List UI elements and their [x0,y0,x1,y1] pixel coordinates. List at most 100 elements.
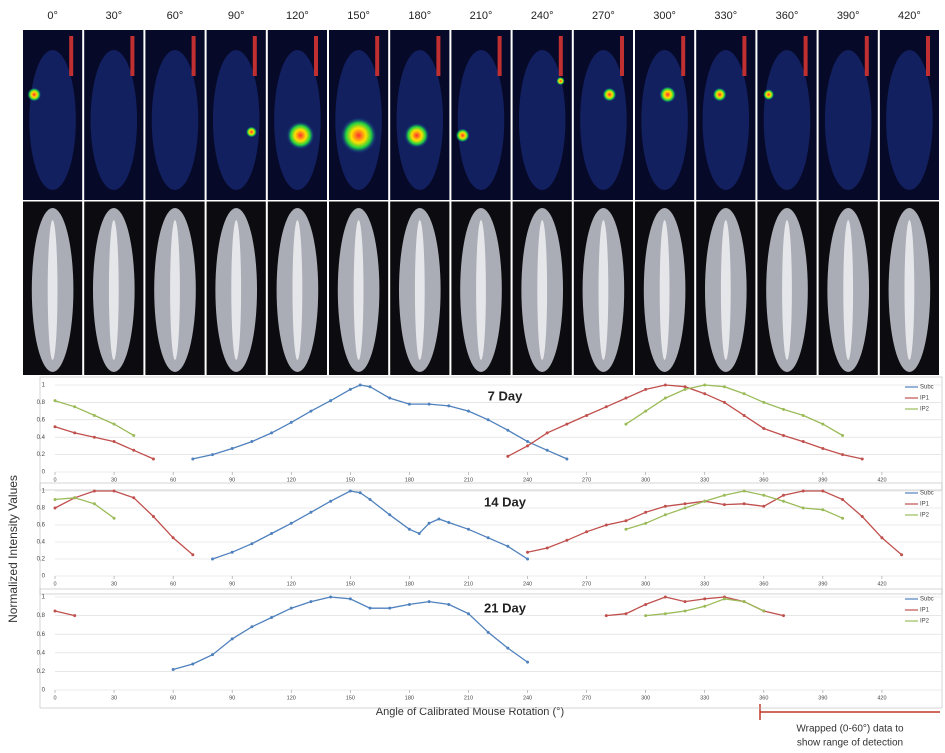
data-point [191,457,195,461]
data-point [703,499,707,503]
legend-label: IP1 [920,502,930,508]
data-point [644,521,648,525]
data-point [506,454,510,458]
mouse-glow [824,50,872,190]
data-point [348,387,352,391]
colorbar [558,36,563,76]
data-point [437,517,441,521]
hotspot [286,121,315,150]
x-tick-label: 60 [170,695,176,701]
mouse-glow [274,50,321,190]
data-point [703,383,707,387]
data-point [545,431,549,435]
data-point [92,502,96,506]
colorbar [436,36,441,76]
mouse-spine [476,220,486,360]
x-tick-label: 30 [111,477,117,483]
data-point [545,546,549,550]
mouse-spine [108,220,119,360]
data-point [545,448,549,452]
y-tick-label: 0 [42,688,46,694]
data-point [211,653,215,657]
data-point [250,625,254,629]
y-tick-label: 0 [42,574,46,580]
x-tick-label: 150 [346,581,355,587]
data-point [821,422,825,426]
y-tick-label: 1 [42,595,46,601]
data-point [486,536,490,540]
data-point [526,660,530,664]
mouse-glow [886,50,933,190]
legend-label: IP1 [920,396,930,402]
data-point [722,385,726,389]
chart-title: 21 Day [484,600,527,615]
mouse-spine [598,220,609,360]
x-tick-label: 420 [877,695,886,701]
colorbar [375,36,380,76]
data-point [309,409,313,413]
colorbar [191,36,196,76]
mouse-spine [414,220,425,360]
data-point [624,396,628,400]
y-tick-label: 0.4 [37,435,46,441]
data-point [348,597,352,601]
data-point [742,600,746,604]
data-point [801,413,805,417]
data-point [329,595,333,599]
y-tick-label: 0.8 [37,613,46,619]
mouse-spine [47,220,58,360]
data-point [92,489,96,493]
data-point [447,404,451,408]
data-point [841,433,845,437]
y-tick-label: 0.6 [37,632,46,638]
data-point [644,510,648,514]
plot-frame [39,588,943,709]
data-point [624,519,628,523]
data-point [801,506,805,510]
data-point [644,602,648,606]
data-point [53,506,57,510]
y-tick-label: 0.8 [37,400,46,406]
data-point [604,614,608,618]
data-point [742,502,746,506]
x-tick-label: 360 [759,581,768,587]
data-point [427,402,431,406]
colorbar [742,36,747,76]
data-point [368,498,372,501]
x-tick-label: 330 [700,581,709,587]
data-point [663,504,667,508]
data-point [585,413,589,417]
data-point [841,453,845,457]
data-point [663,595,667,599]
x-tick-label: 270 [582,477,591,483]
angle-label: 150° [347,10,370,22]
data-point [132,448,136,452]
angle-label: 300° [653,10,676,22]
x-tick-label: 300 [641,477,650,483]
annotation: Wrapped (0-60°) data to [796,724,904,735]
hotspot [659,86,677,103]
y-tick-label: 1 [42,489,46,495]
data-point [388,396,392,400]
y-tick-label: 1 [42,383,46,389]
legend-label: Subc [920,597,934,603]
data-point [230,550,234,554]
data-point [358,383,362,387]
angle-label: 390° [837,10,860,22]
colorbar [314,36,318,76]
data-point [624,527,628,531]
data-point [329,399,333,403]
data-point [447,520,451,524]
data-point [270,532,274,535]
x-axis-label: Angle of Calibrated Mouse Rotation (°) [376,706,564,718]
data-point [663,396,667,400]
data-point [407,402,411,406]
x-tick-label: 240 [523,581,532,587]
data-point [73,405,77,409]
data-point [73,496,77,500]
annotation: show range of detection [797,738,903,749]
y-tick-label: 0.6 [37,417,46,423]
data-point [73,614,77,618]
data-point [604,405,608,409]
series-line [54,384,843,437]
